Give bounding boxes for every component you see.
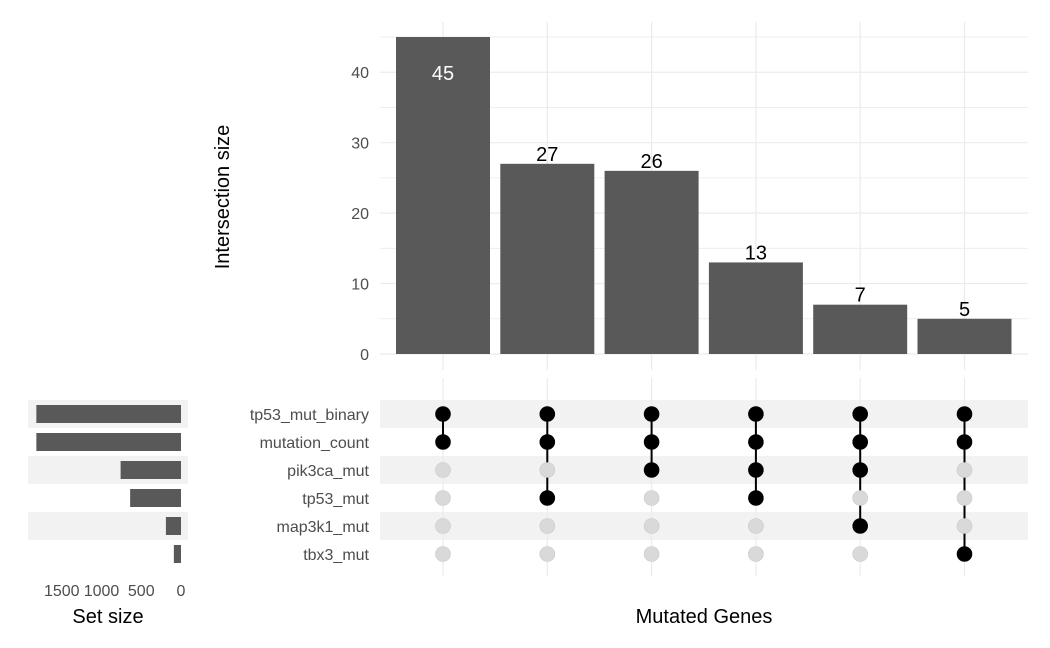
- bar-value-label: 45: [432, 63, 454, 85]
- set-size-tick-label: 500: [128, 583, 155, 600]
- matrix-stripe: [380, 456, 1028, 484]
- x-axis-title: Mutated Genes: [636, 606, 773, 628]
- set-size-tick-label: 1000: [84, 583, 120, 600]
- matrix-dot-filled: [539, 490, 556, 506]
- set-name-label: mutation_count: [260, 435, 370, 452]
- set-size-bar: [36, 405, 181, 423]
- intersection-bars: 45 27 26 13 7 5: [396, 37, 1012, 354]
- matrix-dot-empty: [539, 518, 556, 534]
- matrix-dot-filled: [539, 406, 556, 422]
- matrix-dot-empty: [643, 546, 660, 562]
- intersection-bar: [917, 318, 1012, 354]
- set-size-bar: [165, 517, 181, 535]
- matrix-dot-empty: [643, 490, 660, 506]
- y-tick-label: 40: [351, 65, 369, 82]
- set-size-axis-title: Set size: [72, 606, 143, 628]
- set-size-bars: [36, 405, 181, 563]
- intersection-bar: [500, 163, 595, 354]
- set-size-bar: [36, 433, 181, 451]
- matrix-dot-filled: [643, 406, 660, 422]
- set-name-label: pik3ca_mut: [287, 463, 369, 480]
- set-size-bar: [173, 545, 181, 563]
- set-size-tick-label: 0: [177, 583, 186, 600]
- matrix-stripe: [380, 400, 1028, 428]
- y-tick-label: 30: [351, 136, 369, 153]
- matrix-dot-empty: [643, 518, 660, 534]
- matrix-dot-filled: [748, 490, 764, 506]
- matrix-dot-empty: [539, 462, 556, 478]
- matrix-dot-filled: [539, 434, 556, 450]
- matrix-dot-filled: [643, 434, 660, 450]
- set-size-ticks: 1500 1000 500 0: [44, 583, 186, 600]
- matrix-dot-filled: [956, 546, 973, 562]
- y-axis-ticks: 0 10 20 30 40: [351, 65, 369, 364]
- bar-value-label: 7: [855, 285, 866, 307]
- matrix-row-stripes: [28, 400, 1028, 540]
- bar-value-label: 5: [959, 299, 970, 321]
- matrix-dot-filled: [956, 434, 973, 450]
- bar-value-label: 13: [745, 242, 767, 264]
- y-tick-label: 10: [351, 277, 369, 294]
- matrix-dot-filled: [852, 406, 869, 422]
- set-size-bar: [130, 489, 181, 507]
- matrix-dot-empty: [435, 546, 451, 562]
- matrix-dot-empty: [956, 518, 973, 534]
- matrix-dot-filled: [435, 406, 451, 422]
- matrix-dot-empty: [435, 462, 451, 478]
- matrix-dot-filled: [643, 462, 660, 478]
- intersection-bar: [604, 170, 699, 354]
- matrix-dot-empty: [852, 490, 869, 506]
- y-tick-label: 0: [360, 347, 369, 364]
- set-name-label: map3k1_mut: [277, 519, 370, 536]
- matrix-dot-empty: [539, 546, 556, 562]
- matrix-stripe: [380, 512, 1028, 540]
- set-size-bar: [120, 461, 181, 479]
- matrix-dot-filled: [852, 518, 869, 534]
- matrix-dot-empty: [435, 490, 451, 506]
- set-name-label: tbx3_mut: [303, 547, 369, 564]
- matrix-dot-filled: [852, 434, 869, 450]
- matrix-dot-empty: [748, 518, 764, 534]
- matrix-dot-empty: [748, 546, 764, 562]
- intersection-matrix: [435, 406, 973, 562]
- matrix-dot-filled: [748, 462, 764, 478]
- set-size-tick-label: 1500: [44, 583, 80, 600]
- matrix-dot-filled: [748, 434, 764, 450]
- matrix-dot-empty: [435, 518, 451, 534]
- intersection-bar: [396, 37, 490, 354]
- set-name-labels: tp53_mut_binary mutation_count pik3ca_mutt…: [250, 407, 370, 564]
- matrix-dot-empty: [956, 462, 973, 478]
- matrix-dot-empty: [852, 546, 869, 562]
- bar-value-label: 27: [536, 144, 558, 166]
- bar-value-label: 26: [640, 151, 662, 173]
- matrix-dot-filled: [852, 462, 869, 478]
- y-axis-title: Intersection size: [212, 125, 234, 270]
- intersection-bar: [708, 262, 803, 354]
- set-name-label: tp53_mut_binary: [250, 407, 369, 424]
- matrix-dot-filled: [956, 406, 973, 422]
- matrix-dot-filled: [748, 406, 764, 422]
- y-tick-label: 20: [351, 206, 369, 223]
- set-size-stripe: [28, 512, 188, 540]
- matrix-dot-empty: [956, 490, 973, 506]
- intersection-bar: [813, 304, 908, 354]
- set-name-label: tp53_mut: [302, 491, 369, 508]
- matrix-dot-filled: [435, 434, 451, 450]
